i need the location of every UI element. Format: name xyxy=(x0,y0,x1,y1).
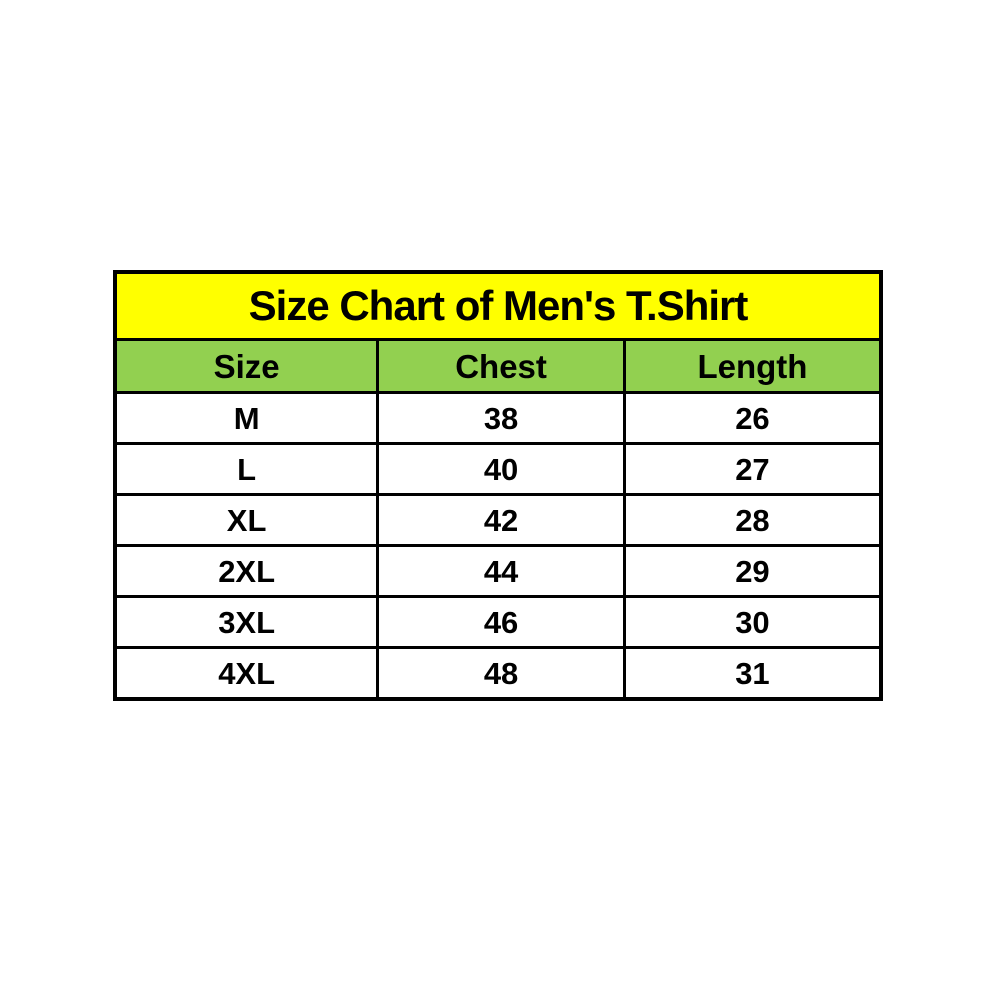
table-title: Size Chart of Men's T.Shirt xyxy=(113,270,883,341)
length-cell: 26 xyxy=(622,391,883,445)
chest-cell: 38 xyxy=(376,391,626,445)
chest-cell: 42 xyxy=(376,493,626,547)
column-header-length: Length xyxy=(622,338,883,394)
column-header-row: Size Chest Length xyxy=(113,338,883,394)
column-header-chest: Chest xyxy=(376,338,626,394)
title-row: Size Chart of Men's T.Shirt xyxy=(113,270,883,341)
chest-cell: 40 xyxy=(376,442,626,496)
table-row: 2XL 44 29 xyxy=(113,544,883,598)
size-cell: 4XL xyxy=(113,646,380,701)
size-cell: XL xyxy=(113,493,380,547)
size-cell: M xyxy=(113,391,380,445)
chest-cell: 46 xyxy=(376,595,626,649)
chest-cell: 48 xyxy=(376,646,626,701)
size-cell: 2XL xyxy=(113,544,380,598)
chest-cell: 44 xyxy=(376,544,626,598)
table-row: 3XL 46 30 xyxy=(113,595,883,649)
size-chart-table: Size Chart of Men's T.Shirt Size Chest Len… xyxy=(113,270,883,701)
table-row: XL 42 28 xyxy=(113,493,883,547)
column-header-size: Size xyxy=(113,338,380,394)
size-cell: 3XL xyxy=(113,595,380,649)
size-cell: L xyxy=(113,442,380,496)
length-cell: 28 xyxy=(622,493,883,547)
table-row: 4XL 48 31 xyxy=(113,646,883,701)
length-cell: 31 xyxy=(622,646,883,701)
length-cell: 30 xyxy=(622,595,883,649)
length-cell: 29 xyxy=(622,544,883,598)
length-cell: 27 xyxy=(622,442,883,496)
table-row: M 38 26 xyxy=(113,391,883,445)
table-row: L 40 27 xyxy=(113,442,883,496)
